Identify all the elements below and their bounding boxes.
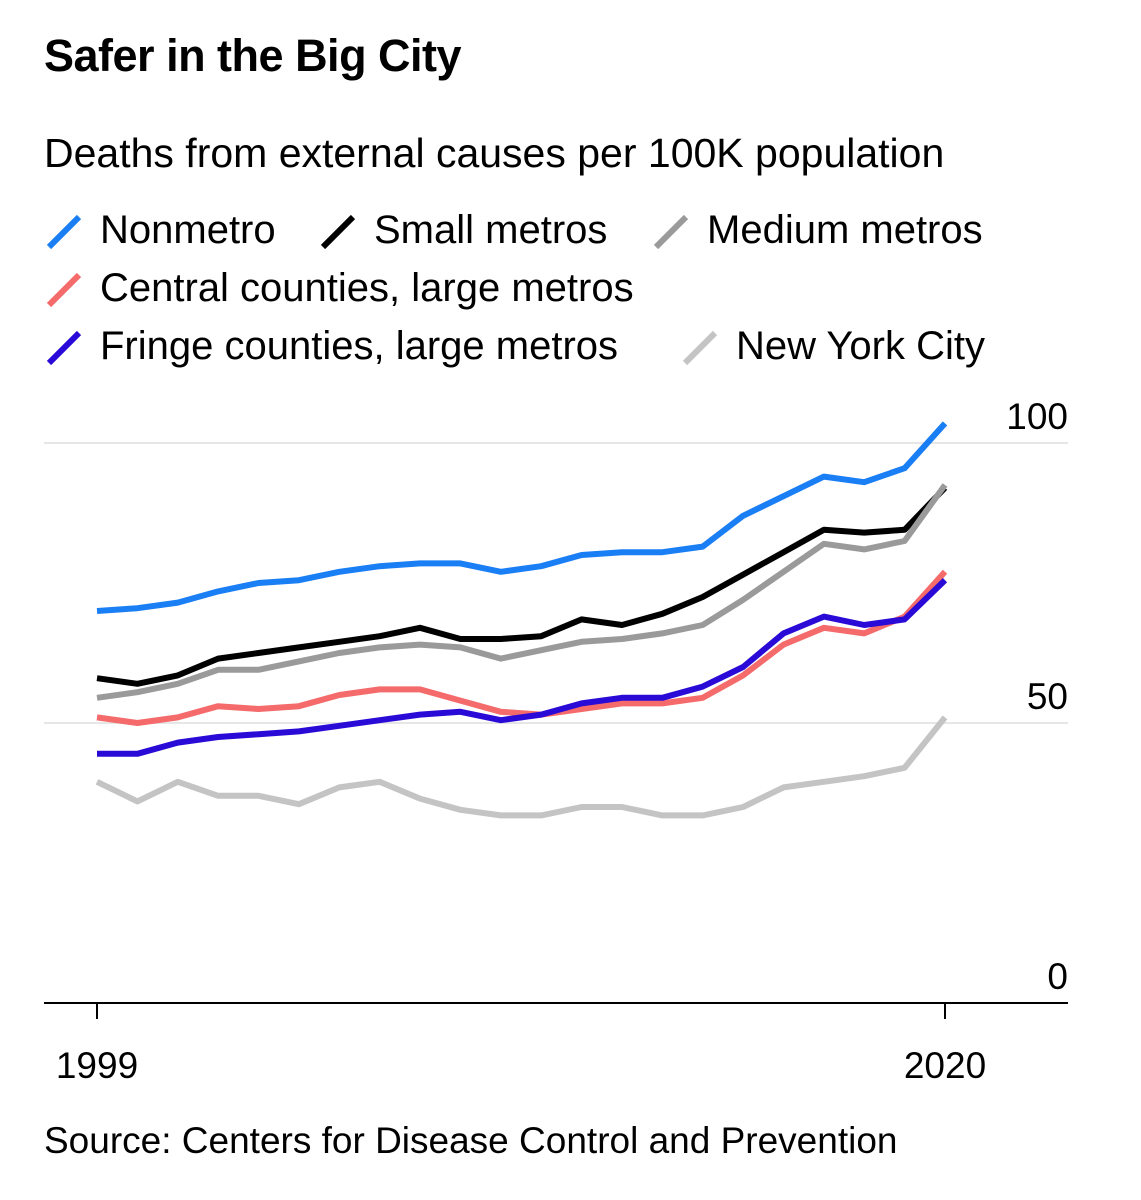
series-line-nonmetro <box>96 421 948 614</box>
legend-swatch-line-new-york-city <box>682 330 718 366</box>
series-line-central-counties-large-metros <box>96 569 948 726</box>
legend-label-new-york-city: New York City <box>736 324 985 368</box>
legend-label-central-counties: Central counties, large metros <box>100 266 634 310</box>
legend-row-2: Central counties, large metros <box>44 263 1104 313</box>
series-line-new-york-city <box>95 715 948 819</box>
legend-label-nonmetro: Nonmetro <box>100 208 276 252</box>
legend-swatch-nonmetro <box>46 214 82 250</box>
series-line-medium-metros <box>96 483 948 701</box>
series-line-fringe-counties-large-metros <box>97 578 948 757</box>
source-note: Source: Centers for Disease Control and … <box>44 1120 898 1161</box>
legend-swatch-line-central-counties <box>46 272 82 308</box>
y-tick-label-0: 0 <box>1047 956 1068 997</box>
legend-swatch-central-counties <box>46 272 82 308</box>
legend-swatch-line-small-metros <box>320 214 356 250</box>
legend-swatch-small-metros <box>320 214 356 250</box>
legend-label-medium-metros: Medium metros <box>707 208 983 252</box>
chart-subtitle: Deaths from external causes per 100K pop… <box>44 130 945 176</box>
legend-swatch-line-medium-metros <box>653 214 689 250</box>
chart-title: Safer in the Big City <box>44 30 462 81</box>
legend-swatch-line-fringe-counties <box>46 330 82 366</box>
legend-swatch-new-york-city <box>682 330 718 366</box>
legend-row-1: Nonmetro Small metros Medium metros <box>44 205 1104 255</box>
legend-label-fringe-counties: Fringe counties, large metros <box>100 324 619 368</box>
legend-swatch-fringe-counties <box>46 330 82 366</box>
legend-swatch-medium-metros <box>653 214 689 250</box>
series-line-small-metros <box>96 485 948 687</box>
line-chart: 0 50 100 1999 2020 <box>44 396 1068 1086</box>
legend-swatch-line-nonmetro <box>46 214 82 250</box>
x-tick-label-2020: 2020 <box>904 1045 986 1086</box>
x-tick-label-1999: 1999 <box>56 1045 138 1086</box>
legend-row-3: Fringe counties, large metros New York C… <box>44 321 1104 371</box>
y-tick-label-50: 50 <box>1027 676 1068 717</box>
legend-label-small-metros: Small metros <box>374 208 608 252</box>
y-tick-label-100: 100 <box>1006 396 1068 437</box>
